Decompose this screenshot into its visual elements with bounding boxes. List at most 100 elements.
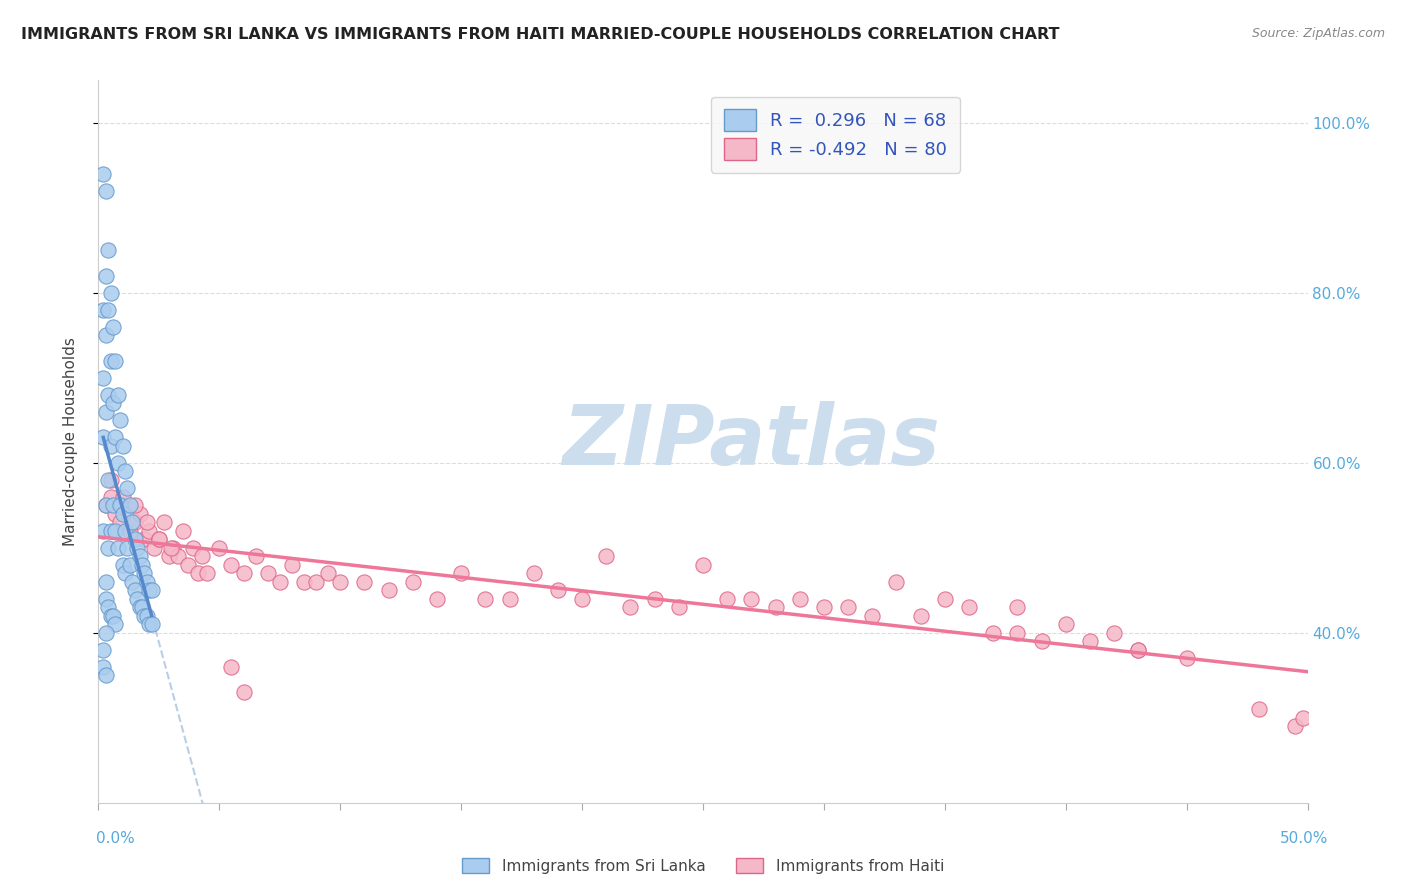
Point xyxy=(981,625,1004,640)
Point xyxy=(97,541,120,555)
Point xyxy=(426,591,449,606)
Point xyxy=(124,516,146,530)
Point xyxy=(135,574,157,589)
Point xyxy=(172,524,194,538)
Point xyxy=(716,591,738,606)
Point xyxy=(1292,711,1315,725)
Point xyxy=(101,498,124,512)
Point xyxy=(101,608,124,623)
Point xyxy=(100,473,122,487)
Point xyxy=(107,388,129,402)
Point xyxy=(111,490,134,504)
Point xyxy=(138,524,160,538)
Point xyxy=(523,566,546,581)
Point xyxy=(107,456,129,470)
Point xyxy=(104,430,127,444)
Point xyxy=(329,574,352,589)
Point xyxy=(138,617,160,632)
Point xyxy=(221,660,243,674)
Text: 50.0%: 50.0% xyxy=(1281,831,1329,846)
Point xyxy=(101,319,124,334)
Point xyxy=(474,591,496,606)
Point xyxy=(104,524,127,538)
Point xyxy=(1054,617,1077,632)
Point xyxy=(94,668,117,682)
Point xyxy=(135,608,157,623)
Point xyxy=(100,439,122,453)
Point xyxy=(91,167,114,181)
Point xyxy=(94,591,117,606)
Point xyxy=(108,413,131,427)
Point xyxy=(134,608,156,623)
Point xyxy=(143,541,166,555)
Point xyxy=(100,353,122,368)
Point xyxy=(100,608,122,623)
Point xyxy=(134,566,156,581)
Point xyxy=(128,549,150,564)
Point xyxy=(107,541,129,555)
Point xyxy=(118,558,141,572)
Point xyxy=(91,371,114,385)
Text: ZIPatlas: ZIPatlas xyxy=(562,401,941,482)
Point xyxy=(128,600,150,615)
Point xyxy=(281,558,304,572)
Point xyxy=(160,541,183,555)
Point xyxy=(97,302,120,317)
Point xyxy=(148,533,170,547)
Point xyxy=(934,591,956,606)
Point xyxy=(114,498,136,512)
Point xyxy=(94,625,117,640)
Point xyxy=(100,490,122,504)
Point xyxy=(1128,642,1150,657)
Point xyxy=(162,541,184,555)
Point xyxy=(813,600,835,615)
Point xyxy=(91,642,114,657)
Point xyxy=(208,541,231,555)
Point xyxy=(141,617,163,632)
Point xyxy=(157,549,180,564)
Point xyxy=(127,591,149,606)
Point xyxy=(97,600,120,615)
Point xyxy=(167,549,190,564)
Point xyxy=(692,558,714,572)
Point xyxy=(124,498,146,512)
Point xyxy=(195,566,218,581)
Point xyxy=(740,591,762,606)
Point xyxy=(94,184,117,198)
Point xyxy=(118,498,141,512)
Point xyxy=(668,600,690,615)
Point xyxy=(97,244,120,258)
Text: 0.0%: 0.0% xyxy=(96,831,135,846)
Point xyxy=(353,574,375,589)
Point xyxy=(108,516,131,530)
Point xyxy=(121,516,143,530)
Point xyxy=(1031,634,1053,648)
Point xyxy=(121,574,143,589)
Point xyxy=(104,617,127,632)
Point xyxy=(124,533,146,547)
Point xyxy=(498,591,520,606)
Point xyxy=(595,549,617,564)
Point xyxy=(135,516,157,530)
Point xyxy=(100,285,122,300)
Point xyxy=(111,558,134,572)
Point xyxy=(1007,600,1029,615)
Point xyxy=(450,566,472,581)
Point xyxy=(269,574,291,589)
Point xyxy=(316,566,339,581)
Point xyxy=(91,660,114,674)
Point xyxy=(94,328,117,343)
Point xyxy=(94,574,117,589)
Text: Source: ZipAtlas.com: Source: ZipAtlas.com xyxy=(1251,27,1385,40)
Point xyxy=(104,507,127,521)
Point xyxy=(221,558,243,572)
Point xyxy=(117,541,139,555)
Point xyxy=(232,685,254,699)
Point xyxy=(94,498,117,512)
Point xyxy=(571,591,593,606)
Point xyxy=(117,481,139,495)
Point xyxy=(128,507,150,521)
Point xyxy=(292,574,315,589)
Point xyxy=(177,558,200,572)
Point xyxy=(114,524,136,538)
